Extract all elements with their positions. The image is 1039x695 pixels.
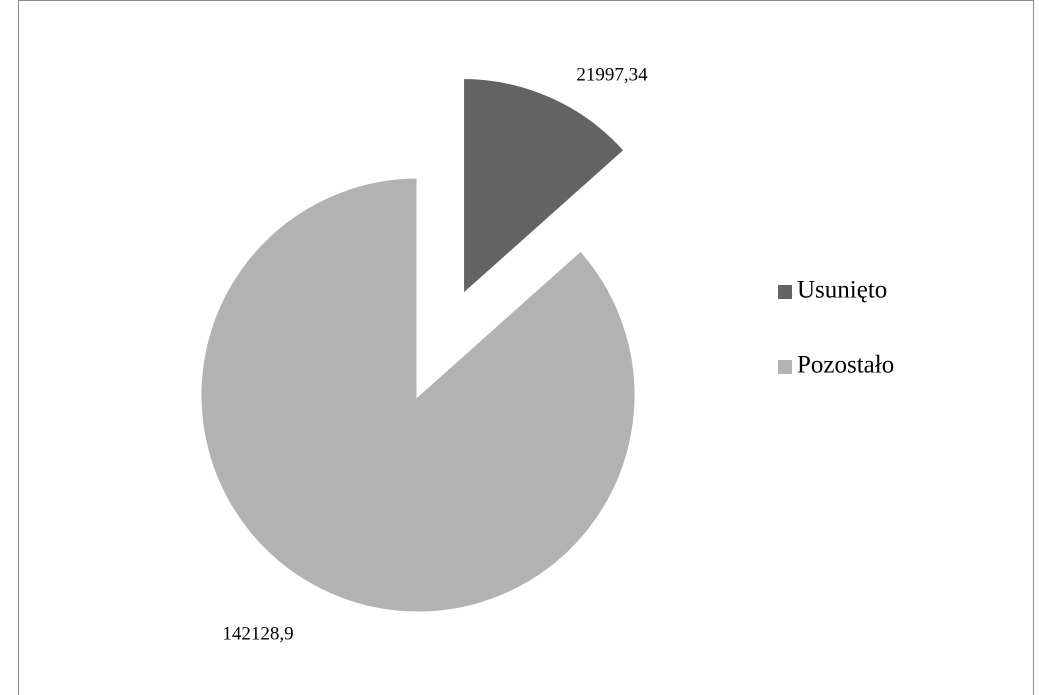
- legend-label: Usunięto: [797, 277, 887, 304]
- pie-slice: [461, 76, 628, 299]
- legend-swatch: [778, 285, 792, 299]
- data-label: 142128,9: [222, 623, 293, 644]
- pie-slice: [198, 175, 638, 615]
- data-label: 21997,34: [576, 64, 648, 85]
- legend-label: Pozostało: [797, 352, 894, 379]
- legend-swatch: [778, 360, 792, 374]
